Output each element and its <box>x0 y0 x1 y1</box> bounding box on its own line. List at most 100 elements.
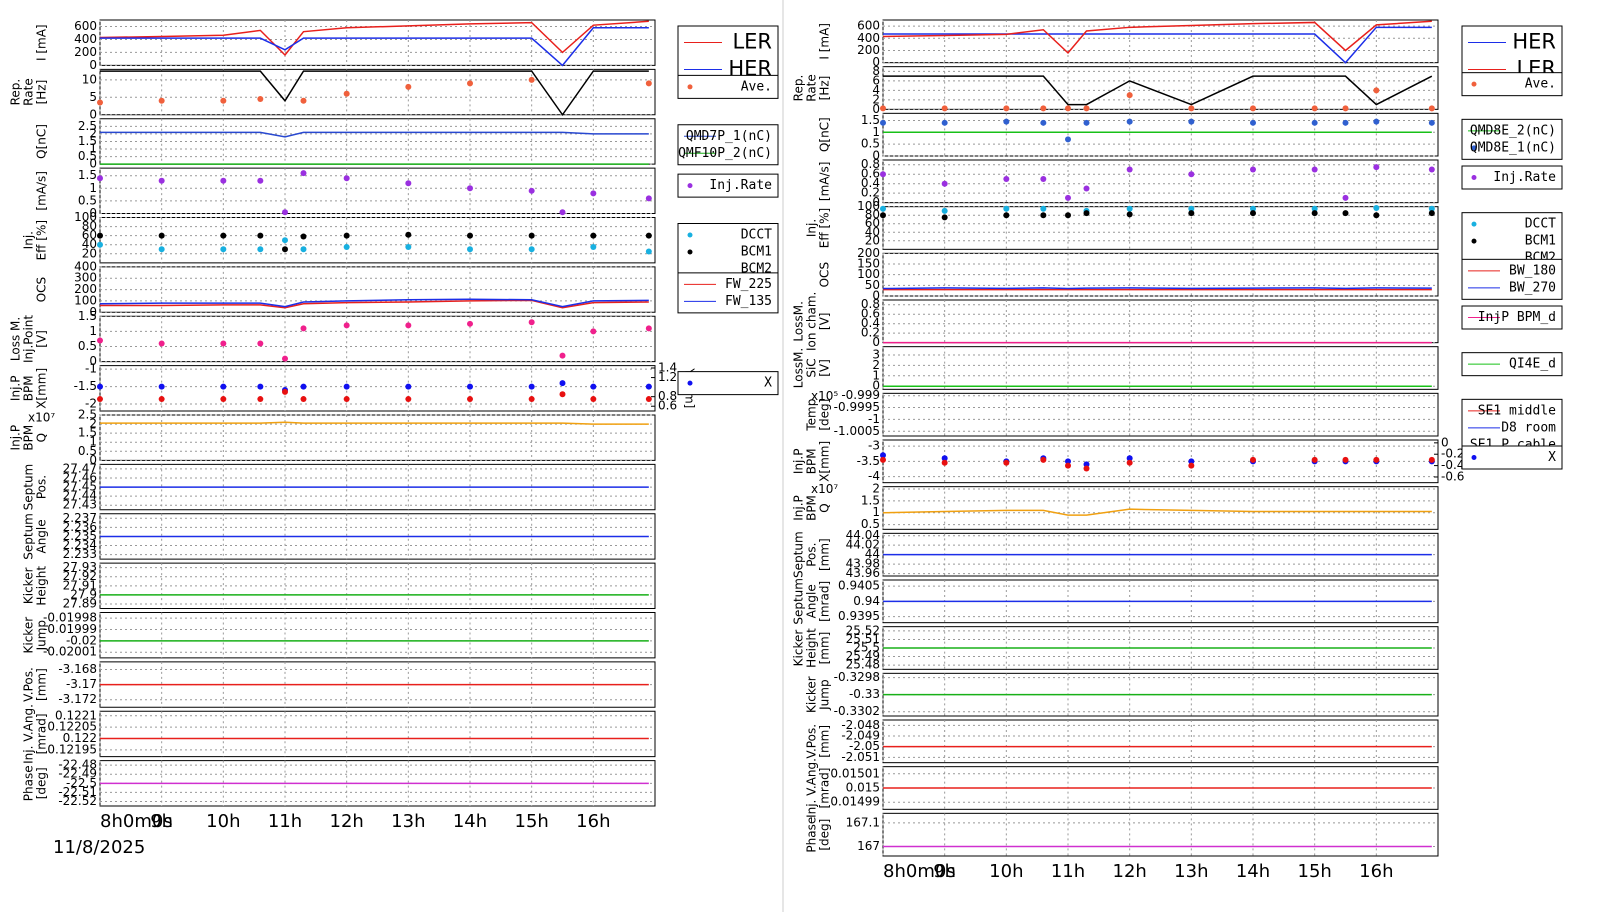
y-tick-label: 6 <box>872 73 880 87</box>
y-tick-label: -0.3302 <box>834 704 880 718</box>
data-point <box>1250 210 1256 217</box>
legend-box <box>677 371 779 396</box>
data-point <box>941 455 948 462</box>
data-point <box>1065 136 1071 143</box>
y-axis-label: [mrad] <box>818 768 832 809</box>
data-point <box>300 233 307 240</box>
y-tick-label: 0 <box>872 379 880 393</box>
data-point <box>1188 462 1195 469</box>
data-point <box>343 383 350 390</box>
data-point <box>467 80 473 87</box>
x-tick-label: 14h <box>1236 861 1270 882</box>
legend: FW_225 FW_135 <box>677 272 779 314</box>
data-point <box>467 232 473 239</box>
y-tick-label: 2.5 <box>78 119 97 133</box>
y-tick-label: 27.92 <box>63 569 97 583</box>
y-axis-label: OCS <box>35 277 49 302</box>
y-tick-label: 0.94 <box>853 594 880 608</box>
y-tick-label: 0 <box>89 453 97 467</box>
legend-marker <box>687 84 693 90</box>
data-point <box>1083 105 1090 112</box>
legend-label: DCCT <box>1525 217 1556 232</box>
data-point <box>1311 456 1318 463</box>
y-tick-label: 27.44 <box>63 489 97 503</box>
data-point <box>645 325 652 332</box>
y-axis-label: Inj. <box>22 231 36 249</box>
y-tick-label: 80 <box>865 208 880 222</box>
legend-label: QMD8E_2(nC) <box>1470 123 1556 138</box>
data-point <box>158 97 165 104</box>
y-axis-label: Kicker <box>792 630 806 667</box>
data-point <box>257 383 264 390</box>
y-tick-label: -22.49 <box>58 767 97 781</box>
y-axis-label: Inj.P <box>792 449 806 475</box>
data-point <box>528 319 535 326</box>
data-point <box>590 243 597 250</box>
y-tick-label: 2 <box>872 92 880 106</box>
legend-box <box>1461 72 1563 97</box>
y-axis-label: Angle <box>805 584 819 618</box>
legend-box <box>1461 258 1563 300</box>
x-tick-label: 8h0m0s <box>883 861 956 882</box>
y-axis-label: BPM <box>805 495 819 521</box>
y-tick-label: 2.236 <box>63 520 97 534</box>
data-point <box>257 177 264 184</box>
data-point <box>941 214 948 221</box>
panel-frame <box>99 68 656 116</box>
y-axis-label: X[mm] <box>35 368 49 409</box>
data-point <box>1342 194 1349 201</box>
y-tick-label: -22.48 <box>58 758 97 772</box>
y-tick-label: 167 <box>857 839 880 853</box>
legend-label: Ave. <box>1525 77 1556 92</box>
y-tick-label: 2.237 <box>63 511 97 525</box>
data-point <box>405 243 412 250</box>
y-tick-label: -3.172 <box>58 692 97 706</box>
y-tick-label: 600 <box>74 19 97 33</box>
data-point <box>1188 171 1195 178</box>
y-tick-label: 27.91 <box>63 578 97 592</box>
y-tick-label: 0.1221 <box>55 708 97 722</box>
legend-label: FW_135 <box>725 294 772 309</box>
data-point <box>645 248 652 255</box>
y-axis-label: Eff [%] <box>818 208 832 248</box>
y-axis-label: Q[nC] <box>818 117 832 152</box>
y-tick-label: 0.9395 <box>838 609 880 623</box>
data-point <box>1083 210 1090 217</box>
y-tick-label: 1 <box>872 125 880 139</box>
data-point <box>1065 212 1071 219</box>
y-tick-label: 0 <box>89 305 97 319</box>
y-tick-label: 1 <box>89 181 97 195</box>
y-axis-label: Q[nC] <box>35 124 49 159</box>
legend: Ave. <box>677 74 779 99</box>
y-axis-label: Inj.P <box>792 495 806 521</box>
y-axis-label: Rep. <box>792 75 806 102</box>
y-tick-label: 0.8 <box>861 157 880 171</box>
data-line <box>883 75 1433 106</box>
data-point <box>97 175 103 182</box>
legend-label: Inj.Rate <box>1493 170 1556 185</box>
y-axis-label: [mm] <box>818 725 832 758</box>
y-axis-label: X[mm] <box>818 441 832 482</box>
y-tick-label: 100 <box>857 199 880 213</box>
data-point <box>1188 205 1195 212</box>
y-tick-label: 27.9 <box>70 587 97 601</box>
data-point <box>300 325 307 332</box>
y-axis-label: LossM. <box>792 301 806 342</box>
legend-label: BCM1 <box>1525 234 1556 249</box>
axis-annotation: x10⁵ <box>811 389 838 403</box>
y-axis-label: Temp <box>805 399 819 432</box>
legend: Inj.Rate <box>677 173 779 198</box>
data-point <box>1311 105 1318 112</box>
legend: QMD7P_1(nC) QMF10P_2(nC) <box>677 124 779 166</box>
data-point <box>343 90 350 97</box>
data-point <box>941 207 948 214</box>
legend-box <box>677 272 779 314</box>
data-point <box>1373 212 1380 219</box>
panel-frame <box>99 612 656 659</box>
date-label: 11/8/2025 <box>53 837 145 858</box>
legend: Inj.Rate <box>1461 165 1563 190</box>
data-point <box>282 246 288 253</box>
y-tick-label: -3.168 <box>58 662 97 676</box>
x-tick-label: 16h <box>1359 861 1393 882</box>
legend-marker <box>687 380 693 386</box>
